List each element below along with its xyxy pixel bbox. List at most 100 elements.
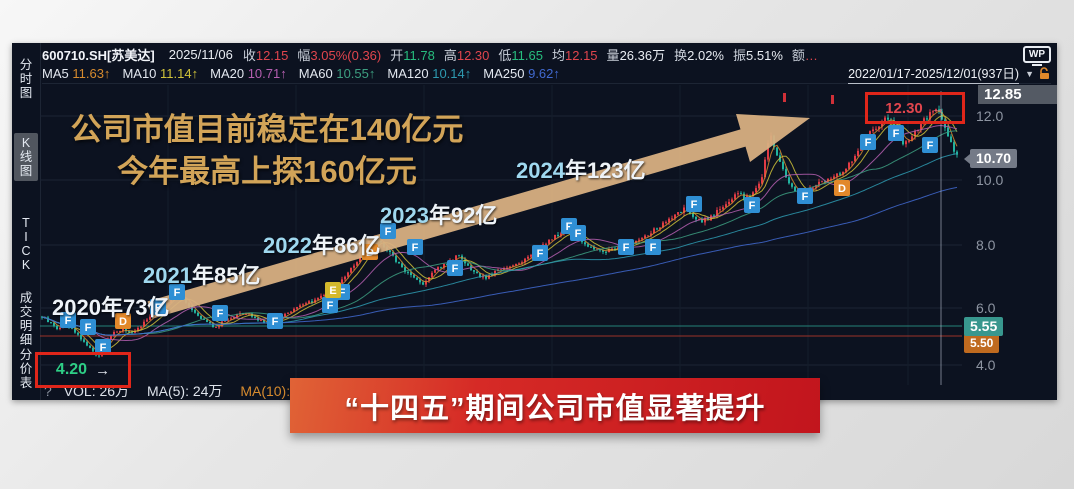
svg-text:F: F bbox=[65, 315, 72, 327]
sidebar-item-分时图[interactable]: 分时图 bbox=[19, 58, 33, 100]
event-marker-F[interactable]: F bbox=[407, 239, 423, 255]
title-banner: “十四五”期间公司市值显著提升 bbox=[290, 378, 820, 433]
ma-value-MA20: MA20 10.71↑ bbox=[210, 66, 287, 81]
svg-text:F: F bbox=[927, 140, 934, 152]
axis-price-tag-12.85: 12.85 bbox=[978, 85, 1057, 104]
headline-line2: 今年最高上探160亿元 bbox=[117, 154, 417, 189]
axis-price-tag-5.50: 5.50 bbox=[964, 334, 1000, 353]
event-marker-F[interactable]: F bbox=[645, 239, 661, 255]
low-price-callout: 4.20 → bbox=[35, 352, 131, 388]
event-marker-D[interactable]: D bbox=[834, 180, 850, 196]
svg-text:F: F bbox=[217, 308, 224, 320]
volume-ma5: MA(5): 24万 bbox=[146, 383, 223, 399]
event-marker-F[interactable]: F bbox=[169, 284, 185, 300]
quote-field-开: 开11.78 bbox=[390, 48, 435, 63]
svg-text:D: D bbox=[366, 247, 374, 259]
event-marker-F[interactable]: F bbox=[744, 197, 760, 213]
event-marker-F[interactable]: F bbox=[380, 223, 396, 239]
quote-field-振: 振5.51% bbox=[733, 48, 783, 63]
svg-text:F: F bbox=[174, 287, 181, 299]
event-marker-F[interactable]: F bbox=[618, 239, 634, 255]
stock-code: 600710.SH[苏美达] bbox=[42, 48, 155, 63]
chevron-down-icon[interactable]: ▼ bbox=[1025, 68, 1034, 79]
event-marker-F[interactable]: F bbox=[80, 319, 96, 335]
ma-header: MA5 11.63↑ MA10 11.14↑ MA20 10.71↑ MA60 10.… bbox=[42, 64, 1051, 84]
svg-text:F: F bbox=[650, 242, 657, 254]
axis-tick-12.0: 12.0 bbox=[976, 108, 1004, 124]
right-arrow-icon: → bbox=[930, 100, 945, 116]
svg-text:F: F bbox=[85, 322, 92, 334]
quote-field-幅: 幅3.05%(0.36) bbox=[297, 48, 382, 63]
svg-text:F: F bbox=[537, 248, 544, 260]
quote-header: 600710.SH[苏美达] 2025/11/06 收12.15 幅3.05%(0… bbox=[42, 45, 1051, 64]
event-marker-F[interactable]: F bbox=[686, 196, 702, 212]
event-marker-F[interactable]: F bbox=[447, 260, 463, 276]
unlock-icon[interactable] bbox=[1038, 66, 1051, 81]
svg-text:F: F bbox=[749, 200, 756, 212]
svg-text:F: F bbox=[566, 221, 573, 233]
ma-value-MA120: MA120 10.14↑ bbox=[387, 66, 472, 81]
svg-text:F: F bbox=[155, 302, 162, 314]
quote-date: 2025/11/06 bbox=[168, 47, 233, 62]
quote-field-额: 额… bbox=[791, 48, 818, 63]
svg-text:F: F bbox=[100, 342, 107, 354]
headline-line1: 公司市值目前稳定在140亿元 bbox=[70, 112, 464, 147]
volume-ma10: MA(10): 2 bbox=[240, 383, 302, 399]
year-cap-label-2021: 2021年85亿 bbox=[143, 263, 261, 288]
quote-field-高: 高12.30 bbox=[443, 48, 490, 63]
event-marker-F[interactable]: F bbox=[322, 297, 338, 313]
help-icon[interactable]: ? bbox=[44, 383, 52, 399]
axis-tick-4.0: 4.0 bbox=[976, 357, 996, 373]
quote-fields: 收12.15 幅3.05%(0.36) 开11.78 高12.30 低11.65 均12.… bbox=[243, 45, 827, 64]
event-marker-F[interactable]: F bbox=[570, 225, 586, 241]
svg-text:E: E bbox=[329, 285, 336, 297]
svg-text:F: F bbox=[339, 287, 346, 299]
svg-text:F: F bbox=[327, 300, 334, 312]
event-marker-F[interactable]: F bbox=[860, 134, 876, 150]
year-cap-label-2023: 2023年92亿 bbox=[380, 203, 498, 228]
svg-text:F: F bbox=[385, 226, 392, 238]
price-axis: 12.0 10.0 8.0 6.0 4.0 12.85 10.70 5.55 5.50 bbox=[962, 85, 1057, 400]
sidebar-item-成交明细[interactable]: 成交明细 bbox=[19, 291, 33, 347]
axis-price-tag-10.70: 10.70 bbox=[963, 149, 1018, 168]
event-marker-F[interactable]: F bbox=[95, 339, 111, 355]
sidebar-item-分价表[interactable]: 分价表 bbox=[19, 348, 33, 390]
event-marker-D[interactable]: D bbox=[115, 313, 131, 329]
event-marker-D[interactable]: D bbox=[362, 244, 378, 260]
axis-price-tag-5.55: 5.55 bbox=[964, 317, 1004, 336]
event-marker-F[interactable]: F bbox=[267, 313, 283, 329]
date-range[interactable]: 2022/01/17-2025/12/01(937日) bbox=[848, 63, 1020, 84]
axis-tick-10.0: 10.0 bbox=[976, 172, 1004, 188]
low-price-value: 4.20 bbox=[55, 361, 88, 378]
svg-text:F: F bbox=[691, 199, 698, 211]
svg-text:F: F bbox=[802, 191, 809, 203]
ma-value-MA60: MA60 10.55↑ bbox=[298, 66, 376, 81]
event-marker-F[interactable]: F bbox=[888, 125, 904, 141]
wps-logo-icon: WP bbox=[1022, 46, 1051, 63]
quote-field-收: 收12.15 bbox=[242, 48, 289, 63]
event-marker-F[interactable]: F bbox=[797, 188, 813, 204]
event-marker-F[interactable]: F bbox=[532, 245, 548, 261]
right-arrow-icon: → bbox=[95, 361, 111, 379]
event-marker-F[interactable]: F bbox=[212, 305, 228, 321]
quote-field-均: 均12.15 bbox=[551, 48, 598, 63]
svg-text:F: F bbox=[452, 263, 459, 275]
event-marker-F[interactable]: F bbox=[922, 137, 938, 153]
event-marker-E[interactable]: E bbox=[325, 282, 341, 298]
ma-value-MA10: MA10 11.14↑ bbox=[122, 66, 199, 81]
market-cap-headline: 公司市值目前稳定在140亿元 今年最高上探160亿元 bbox=[42, 109, 492, 193]
ma-values: MA5 11.63↑ MA10 11.14↑ MA20 10.71↑ MA60 10.… bbox=[42, 66, 572, 81]
event-marker-F[interactable]: F bbox=[60, 312, 76, 328]
year-cap-label-2024: 2024年123亿 bbox=[516, 158, 646, 183]
ma-value-MA5: MA5 11.63↑ bbox=[42, 66, 111, 81]
event-marker-F[interactable]: F bbox=[150, 299, 166, 315]
quote-field-量: 量26.36万 bbox=[606, 48, 666, 63]
year-cap-label-2022: 2022年86亿 bbox=[263, 233, 381, 258]
banner-text: “十四五”期间公司市值显著提升 bbox=[344, 392, 766, 425]
